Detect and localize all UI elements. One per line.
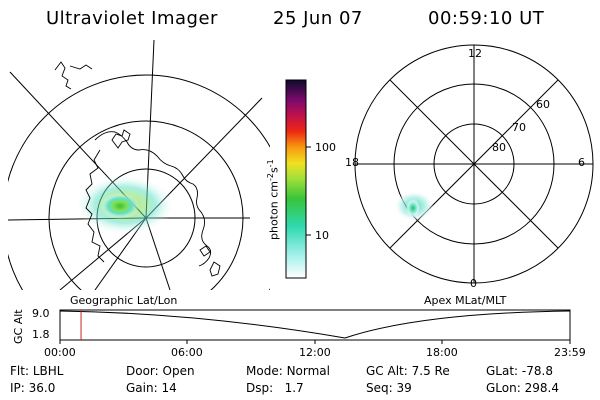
info-door: Door: Open: [126, 364, 195, 378]
geo-coastline-island: [111, 129, 131, 149]
title: Ultraviolet Imager: [46, 8, 218, 29]
timeline-ylabel: GC Alt: [12, 309, 25, 344]
timeline-ymax: 9.0: [32, 307, 50, 320]
apex-mlt-18: 18: [345, 156, 359, 169]
apex-lat-60: 60: [536, 98, 550, 111]
info-mode: Mode: Normal: [246, 364, 330, 378]
timeline-ymin: 1.8: [32, 328, 50, 341]
apex-map-label: Apex MLat/MLT: [424, 294, 507, 307]
geo-map-label: Geographic Lat/Lon: [70, 294, 178, 307]
apex-mlt-12: 12: [468, 47, 482, 60]
info-gc-alt: GC Alt: 7.5 Re: [366, 364, 450, 378]
colorbar: [285, 79, 307, 279]
info-dsp: Dsp: 1.7: [246, 381, 304, 395]
apex-lat-70: 70: [512, 121, 526, 134]
timeline-tick-label: 18:00: [426, 346, 458, 359]
info-gain: Gain: 14: [126, 381, 177, 395]
timeline-tick-label: 23:59: [554, 346, 586, 359]
timeline-tick-label: 00:00: [44, 346, 76, 359]
colorbar-unit: photon cm-2s-1: [266, 159, 281, 240]
time: 00:59:10 UT: [428, 8, 545, 29]
apex-mlt-0: 0: [470, 277, 477, 290]
colorbar-label-10: 10: [315, 229, 329, 242]
geo-lat-circle-outer: [8, 74, 270, 290]
geo-coastline-fragment: [199, 245, 221, 277]
date: 25 Jun 07: [273, 8, 363, 29]
timeline-tick-label: 12:00: [299, 346, 331, 359]
timeline-tick-label: 06:00: [171, 346, 203, 359]
apex-mlt-6: 6: [578, 156, 585, 169]
geo-coastline: [54, 61, 93, 90]
geo-coastline-peninsula: [85, 149, 105, 263]
info-ip: IP: 36.0: [10, 381, 56, 395]
info-glon: GLon: 298.4: [486, 381, 559, 395]
apex-aurora-core: [406, 199, 420, 217]
timeline-altitude-curve: [59, 310, 571, 339]
timeline-box: [59, 309, 571, 341]
colorbar-label-100: 100: [315, 141, 336, 154]
apex-lat-80: 80: [492, 141, 506, 154]
geo-coastline-antarctica: [94, 131, 212, 267]
info-glat: GLat: -78.8: [486, 364, 553, 378]
geo-aurora-core: [100, 193, 140, 219]
info-filter: Flt: LBHL: [10, 364, 64, 378]
info-seq: Seq: 39: [366, 381, 412, 395]
